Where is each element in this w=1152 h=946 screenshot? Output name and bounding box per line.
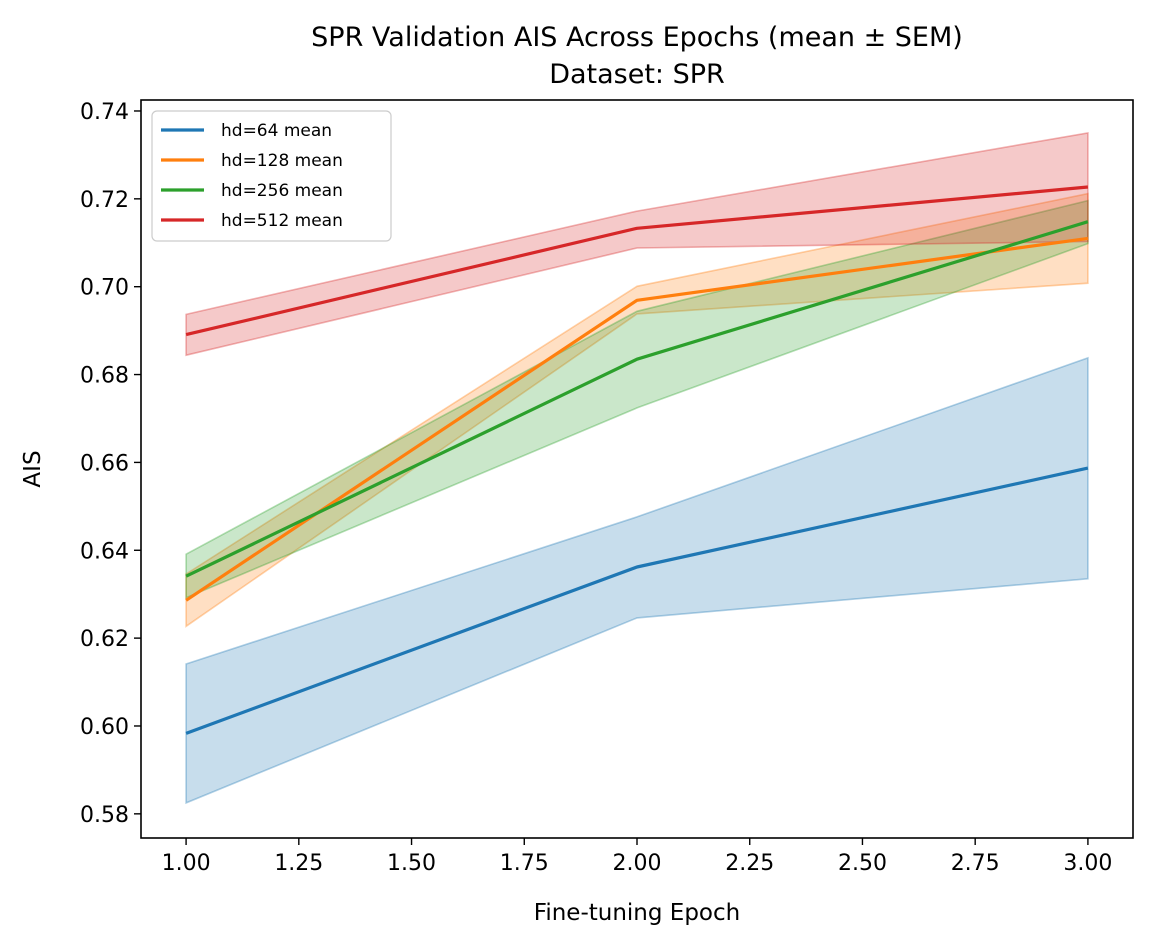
y-axis-label: AIS bbox=[20, 450, 46, 487]
legend-label-3: hd=512 mean bbox=[221, 211, 343, 231]
series-line-3 bbox=[185, 185, 1089, 337]
sem-bands bbox=[185, 131, 1089, 805]
chart-title: SPR Validation AIS Across Epochs (mean ±… bbox=[311, 22, 963, 53]
legend-label-0: hd=64 mean bbox=[221, 121, 332, 141]
sem-band-0 bbox=[185, 356, 1089, 805]
x-tick-label: 1.25 bbox=[274, 851, 323, 876]
y-axis-ticks: 0.58 0.60 0.62 0.64 0.66 0.68 0.70 0.72 0.74 bbox=[80, 100, 141, 828]
sem-band-3 bbox=[185, 131, 1089, 357]
x-tick-label: 2.75 bbox=[951, 851, 1000, 876]
x-tick-label: 2.25 bbox=[725, 851, 774, 876]
legend: hd=64 mean hd=128 mean hd=256 mean hd=512 m… bbox=[151, 110, 392, 242]
legend-label-2: hd=256 mean bbox=[221, 181, 343, 201]
x-tick-label: 3.00 bbox=[1063, 851, 1112, 876]
sem-band-1 bbox=[185, 192, 1089, 628]
x-tick-label: 1.00 bbox=[162, 851, 211, 876]
series-line-0 bbox=[185, 466, 1089, 735]
x-axis-ticks: 1.00 1.25 1.50 1.75 2.00 2.25 2.50 2.75 3.00 bbox=[162, 838, 1112, 876]
x-tick-label: 2.00 bbox=[613, 851, 662, 876]
y-tick-label: 0.62 bbox=[80, 627, 129, 652]
legend-box bbox=[151, 110, 392, 242]
x-tick-label: 1.50 bbox=[387, 851, 436, 876]
sem-band-2 bbox=[185, 199, 1089, 599]
y-tick-label: 0.68 bbox=[80, 364, 129, 389]
series-line-1 bbox=[185, 236, 1089, 602]
series-line-2 bbox=[185, 220, 1089, 578]
y-tick-label: 0.70 bbox=[80, 276, 129, 301]
x-tick-label: 2.50 bbox=[838, 851, 887, 876]
y-tick-label: 0.72 bbox=[80, 188, 129, 213]
y-tick-label: 0.66 bbox=[80, 451, 129, 476]
y-tick-label: 0.74 bbox=[80, 100, 129, 125]
y-tick-label: 0.64 bbox=[80, 539, 129, 564]
y-tick-label: 0.58 bbox=[80, 803, 129, 828]
x-tick-label: 1.75 bbox=[500, 851, 549, 876]
mean-lines bbox=[185, 185, 1089, 735]
legend-label-1: hd=128 mean bbox=[221, 151, 343, 171]
chart-subtitle: Dataset: SPR bbox=[549, 59, 725, 90]
x-axis-label: Fine-tuning Epoch bbox=[534, 900, 740, 926]
y-tick-label: 0.60 bbox=[80, 715, 129, 740]
